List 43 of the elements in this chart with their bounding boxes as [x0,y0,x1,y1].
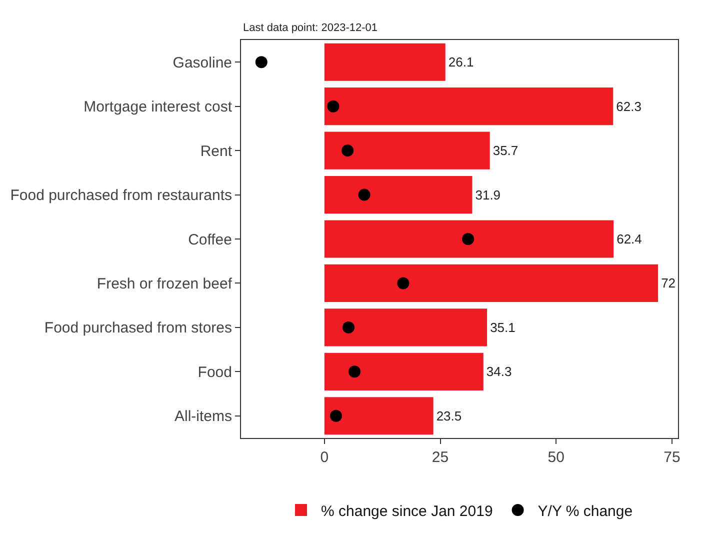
point [397,277,410,290]
point [342,144,354,157]
bar [324,352,484,390]
point [358,188,370,201]
data-label: 35.7 [492,143,518,158]
bar [324,43,446,81]
bar [324,88,614,126]
point [327,100,340,112]
data-label: 35.1 [490,320,516,335]
legend-label: Y/Y % change [538,502,633,520]
bar [324,264,658,302]
y-tick-label: Rent [200,142,233,160]
data-label: 72 [661,276,676,291]
data-label: 26.1 [448,54,474,70]
bar [324,397,434,435]
y-tick-label: Food purchased from restaurants [10,187,232,204]
x-tick-label: 0 [320,449,329,466]
data-label: 31.9 [475,187,501,202]
y-tick-label: Gasoline [172,54,232,72]
point [348,366,361,378]
y-tick-label: Coffee [188,231,232,248]
chart-subtitle: Last data point: 2023-12-01 [243,22,378,34]
point [342,321,355,334]
y-tick-label: All-items [174,408,232,426]
data-label: 34.3 [486,364,512,380]
y-tick-label: Food purchased from stores [44,320,232,337]
bar [324,176,472,214]
bar [324,308,488,346]
data-label: 62.4 [616,232,642,246]
point [330,410,342,422]
data-label: 23.5 [436,408,462,424]
y-tick-label: Food [198,364,232,381]
y-tick-label: Fresh or frozen beef [96,275,233,292]
point [255,56,268,68]
x-tick-label: 25 [432,449,449,466]
point [462,233,474,245]
y-tick-label: Mortgage interest cost [84,98,233,116]
bar [324,132,490,170]
data-label: 62.3 [616,98,642,114]
x-tick-label: 50 [548,449,564,466]
legend-label: % change since Jan 2019 [321,502,493,520]
x-tick-label: 75 [664,449,680,466]
bar [324,220,614,258]
